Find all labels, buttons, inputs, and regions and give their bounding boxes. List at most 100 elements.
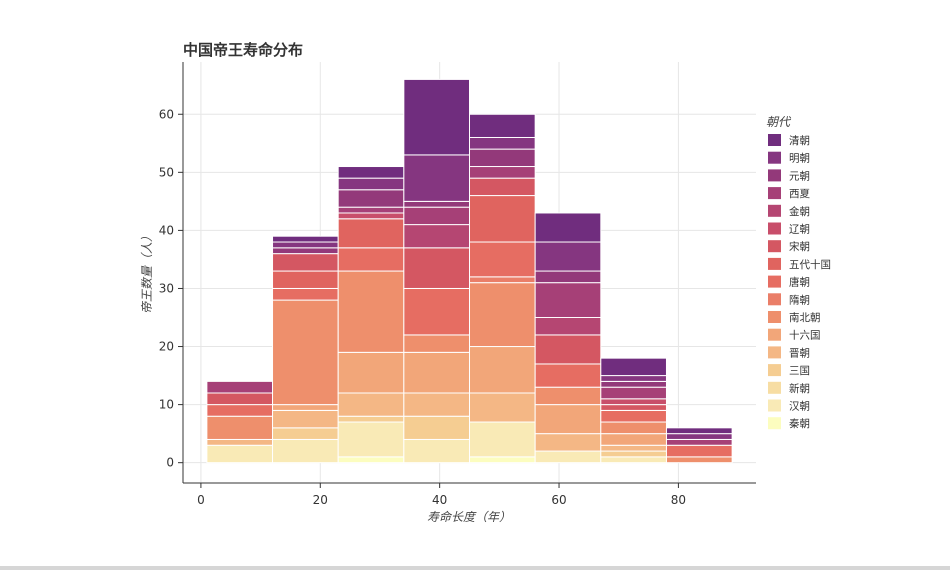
legend-swatch bbox=[768, 381, 781, 394]
legend-label: 三国 bbox=[789, 365, 810, 377]
bar-segment bbox=[469, 241, 536, 278]
y-axis-ticks: 0 10 20 30 40 50 60 bbox=[159, 107, 183, 470]
y-tick-label: 30 bbox=[159, 281, 174, 295]
legend-label: 明朝 bbox=[789, 153, 810, 165]
x-tick-label: 20 bbox=[313, 493, 328, 507]
bar-segment bbox=[665, 444, 733, 458]
bar-segment bbox=[206, 415, 274, 440]
bar-segment bbox=[337, 392, 405, 417]
legend-swatch bbox=[768, 364, 781, 377]
bar-segment bbox=[337, 270, 405, 353]
bar-segment bbox=[534, 270, 602, 284]
bar-segment bbox=[337, 247, 405, 272]
legend-label: 晋朝 bbox=[789, 347, 810, 359]
bar-segment bbox=[469, 136, 536, 150]
bar-segment bbox=[469, 177, 536, 197]
bar-segment bbox=[534, 334, 602, 365]
bar-segment bbox=[272, 427, 339, 440]
stacked-bars bbox=[206, 78, 733, 464]
bar-segment bbox=[469, 456, 536, 464]
bar-segment bbox=[272, 270, 339, 289]
bar-segment bbox=[403, 78, 470, 156]
legend-swatch bbox=[768, 187, 781, 200]
legend-label: 五代十国 bbox=[789, 258, 831, 271]
bar-segment bbox=[665, 456, 733, 464]
bar-segment bbox=[534, 212, 602, 243]
bar-segment bbox=[272, 247, 339, 255]
bar-segment bbox=[337, 456, 405, 464]
legend-title: 朝代 bbox=[766, 115, 792, 129]
bar-segment bbox=[600, 357, 667, 377]
bar-segment bbox=[600, 409, 667, 423]
legend-swatch bbox=[768, 240, 781, 253]
x-tick-label: 0 bbox=[197, 493, 205, 507]
bar-segment bbox=[600, 386, 667, 400]
bar-segment bbox=[206, 392, 274, 406]
bar-segment bbox=[469, 282, 536, 348]
legend-swatch bbox=[768, 204, 781, 217]
bar-segment bbox=[534, 404, 602, 435]
bar-segment bbox=[403, 247, 470, 289]
bar-segment bbox=[272, 299, 339, 406]
chart-title: 中国帝王寿命分布 bbox=[183, 41, 303, 59]
x-axis-ticks: 0 20 40 60 80 bbox=[197, 483, 686, 507]
bar-segment bbox=[469, 113, 536, 138]
legend-label: 汉朝 bbox=[789, 401, 810, 413]
y-tick-label: 10 bbox=[159, 398, 174, 412]
bar-segment bbox=[272, 287, 339, 301]
bar-segment bbox=[600, 398, 667, 406]
legend-swatch bbox=[768, 293, 781, 306]
bar-segment bbox=[403, 438, 470, 464]
x-tick-label: 60 bbox=[551, 493, 566, 507]
bar-segment bbox=[469, 346, 536, 394]
bar-segment bbox=[469, 392, 536, 423]
legend-label: 元朝 bbox=[789, 170, 810, 182]
bar-segment bbox=[600, 375, 667, 382]
bar-segment bbox=[403, 334, 470, 353]
legend-swatch bbox=[768, 134, 781, 146]
bar-segment bbox=[206, 444, 274, 464]
y-axis-title: 帝王数量（人） bbox=[140, 230, 154, 314]
legend: 朝代 清朝明朝元朝西夏金朝辽朝宋朝五代十国唐朝隋朝南北朝十六国晋朝三国新朝汉朝秦… bbox=[766, 115, 831, 430]
bar-segment bbox=[337, 189, 405, 208]
bar-segment bbox=[337, 421, 405, 458]
bar-segment bbox=[337, 177, 405, 191]
bar-segment bbox=[469, 166, 536, 179]
x-axis-title: 寿命长度（年） bbox=[427, 510, 511, 524]
legend-swatch bbox=[768, 169, 781, 182]
bar-segment bbox=[534, 241, 602, 272]
legend-swatch bbox=[768, 346, 781, 359]
bar-segment bbox=[534, 450, 602, 464]
bar-segment bbox=[469, 276, 536, 284]
y-tick-label: 60 bbox=[159, 107, 174, 121]
bar-segment bbox=[534, 433, 602, 452]
x-tick-label: 40 bbox=[432, 493, 447, 507]
legend-swatch bbox=[768, 399, 781, 412]
legend-label: 秦朝 bbox=[789, 417, 810, 430]
bar-segment bbox=[337, 212, 405, 220]
legend-swatch bbox=[768, 328, 781, 341]
legend-label: 清朝 bbox=[789, 134, 810, 147]
legend-swatch bbox=[768, 275, 781, 288]
legend-label: 隋朝 bbox=[789, 293, 810, 306]
bar-segment bbox=[665, 438, 733, 446]
bar-segment bbox=[600, 433, 667, 446]
bar-segment bbox=[272, 409, 339, 429]
y-tick-label: 0 bbox=[166, 456, 174, 470]
legend-swatch bbox=[768, 417, 781, 430]
legend-swatch bbox=[768, 151, 781, 164]
bar-segment bbox=[600, 421, 667, 435]
bar-segment bbox=[534, 363, 602, 388]
x-tick-label: 80 bbox=[671, 493, 686, 507]
bar-segment bbox=[600, 456, 667, 464]
bar-segment bbox=[403, 351, 470, 394]
bar-segment bbox=[337, 166, 405, 179]
bar-segment bbox=[272, 253, 339, 272]
legend-swatch bbox=[768, 222, 781, 235]
y-tick-label: 50 bbox=[159, 165, 174, 179]
legend-label: 南北朝 bbox=[789, 311, 821, 324]
bar-segment bbox=[600, 380, 667, 388]
bar-segment bbox=[272, 241, 339, 249]
bar-segment bbox=[206, 380, 274, 394]
